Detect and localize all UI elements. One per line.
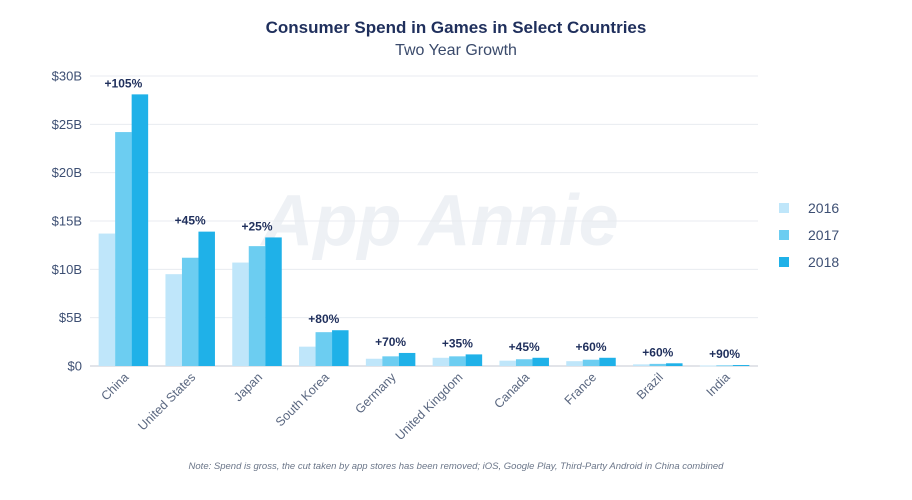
growth-label: +60% <box>575 340 606 354</box>
y-tick-label: $30B <box>52 69 82 84</box>
bar-2018 <box>131 94 149 366</box>
y-tick-label: $20B <box>52 165 82 180</box>
y-tick-label: $0 <box>68 359 82 374</box>
x-category-label: Brazil <box>634 370 666 402</box>
x-category-label: Canada <box>491 370 532 411</box>
bar-2017 <box>315 332 333 366</box>
x-category-label: France <box>562 370 599 407</box>
bar-2016 <box>699 365 717 367</box>
x-category-label: China <box>99 370 132 403</box>
bars <box>98 94 750 367</box>
bar-2016 <box>499 360 516 366</box>
bar-2017 <box>649 363 667 366</box>
bar-2018 <box>666 363 683 366</box>
bar-2016 <box>98 233 116 366</box>
bar-2018 <box>198 231 215 366</box>
x-category-label: United Kingdom <box>393 370 466 443</box>
bar-2018 <box>398 352 416 366</box>
bar-2016 <box>165 274 182 366</box>
bar-2016 <box>566 361 583 366</box>
legend-label: 2016 <box>808 200 839 216</box>
bar-2016 <box>232 262 249 366</box>
bar-2018 <box>732 365 750 366</box>
growth-labels: +105% +45% +25% +80% +70% +35% +45% +60% +60% +90… <box>105 76 741 361</box>
growth-label: +25% <box>241 219 272 233</box>
bar-2017 <box>716 365 733 367</box>
growth-label: +70% <box>375 335 406 349</box>
footnote: Note: Spend is gross, the cut taken by a… <box>0 460 912 474</box>
x-category-label: South Korea <box>273 370 332 429</box>
bar-2016 <box>365 358 383 366</box>
x-category-label: Germany <box>352 370 399 417</box>
legend-swatch <box>779 257 789 267</box>
growth-label: +90% <box>709 347 740 361</box>
bar-2018 <box>465 354 483 366</box>
bar-2018 <box>332 330 349 366</box>
x-category-label: United States <box>135 370 198 433</box>
legend: 2016 2017 2018 <box>779 200 839 270</box>
growth-label: +35% <box>442 336 473 350</box>
bar-2016 <box>633 364 650 366</box>
bar-2018 <box>265 237 282 366</box>
y-tick-label: $5B <box>59 310 82 325</box>
bar-2017 <box>382 356 399 366</box>
legend-label: 2017 <box>808 227 839 243</box>
chart-subtitle: Two Year Growth <box>395 42 517 59</box>
x-category-label: India <box>704 370 733 399</box>
y-axis-ticks: $0 $5B $10B $15B $20B $25B $30B <box>52 69 82 374</box>
y-tick-label: $15B <box>52 214 82 229</box>
bar-2017 <box>181 257 199 366</box>
chart-title: Consumer Spend in Games in Select Countr… <box>265 18 647 37</box>
legend-swatch <box>779 230 789 240</box>
bar-2017 <box>115 132 132 366</box>
legend-swatch <box>779 203 789 213</box>
bar-2016 <box>432 357 450 366</box>
growth-label: +45% <box>509 340 540 354</box>
x-axis-categories: China United States Japan South Korea German… <box>99 370 733 443</box>
bar-2018 <box>599 357 616 366</box>
bar-2016 <box>299 346 316 366</box>
legend-label: 2018 <box>808 254 839 270</box>
bar-2018 <box>532 357 549 366</box>
y-tick-label: $25B <box>52 117 82 132</box>
growth-label: +60% <box>642 345 673 359</box>
growth-label: +80% <box>308 312 339 326</box>
growth-label: +105% <box>105 76 143 90</box>
growth-label: +45% <box>175 214 206 228</box>
footnote-text: Note: Spend is gross, the cut taken by a… <box>188 461 724 472</box>
bar-2017 <box>449 356 466 366</box>
x-category-label: Japan <box>231 370 265 404</box>
y-tick-label: $10B <box>52 262 82 277</box>
bar-2017 <box>515 359 533 366</box>
bar-2017 <box>248 246 266 366</box>
bar-2017 <box>582 359 600 366</box>
